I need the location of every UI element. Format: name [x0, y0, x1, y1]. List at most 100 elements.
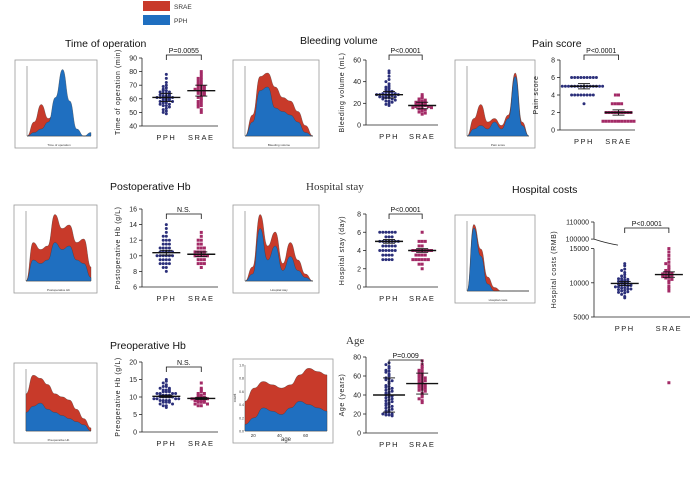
y-tick-label: 16 — [129, 207, 137, 214]
x-category-label-srae: SRAE — [409, 132, 435, 141]
data-point-srae — [420, 253, 424, 257]
data-point-srae — [417, 388, 421, 392]
density-plot-d-posthb: Postoperative Hb — [13, 204, 98, 294]
data-point-srae — [196, 258, 200, 262]
data-point-pph — [167, 390, 171, 394]
data-point-pph — [167, 246, 171, 250]
data-point-srae — [202, 258, 206, 262]
data-point-pph — [591, 76, 595, 79]
data-point-srae — [604, 119, 608, 123]
x-category-label-srae: SRAE — [409, 440, 435, 449]
data-point-pph — [384, 413, 388, 417]
data-point-srae — [196, 91, 200, 95]
x-category-label-srae: SRAE — [605, 137, 631, 146]
data-point-srae — [420, 399, 424, 403]
significance-bracket — [388, 54, 423, 60]
data-point-pph — [573, 76, 577, 79]
data-point-pph — [161, 242, 165, 246]
data-point-pph — [617, 285, 621, 289]
data-point-pph — [381, 258, 385, 262]
x-category-label-pph: PPH — [156, 294, 176, 303]
data-point-srae — [199, 242, 203, 246]
y-axis-label: Pain score — [533, 75, 540, 114]
data-point-pph — [387, 78, 391, 81]
y-tick-label: 15 — [129, 377, 137, 384]
data-point-pph — [171, 392, 175, 395]
data-point-pph — [620, 286, 624, 290]
y-tick-label: 60 — [129, 96, 137, 103]
data-point-pph — [387, 86, 391, 90]
density-x-label: Time of operation — [47, 143, 71, 147]
data-point-srae — [196, 102, 200, 106]
data-point-pph — [620, 289, 624, 293]
data-point-srae — [420, 258, 424, 262]
y-tick-label: 5000 — [573, 315, 589, 322]
y-tick-label: 14 — [129, 222, 137, 229]
data-point-srae — [670, 271, 674, 275]
data-point-pph — [576, 93, 580, 97]
y-tick-label: 8 — [551, 58, 555, 65]
data-point-pph — [567, 84, 570, 88]
data-point-pph — [378, 249, 382, 252]
data-point-srae — [202, 246, 206, 250]
y-tick-label: 2 — [357, 266, 361, 273]
x-category-label-pph: PPH — [574, 137, 594, 146]
data-point-srae — [670, 277, 674, 281]
data-point-pph — [381, 249, 385, 252]
title-costs: Hospital costs — [512, 184, 577, 196]
data-point-srae — [196, 100, 200, 104]
p-value-label: N.S. — [177, 207, 191, 214]
data-point-srae — [196, 238, 200, 242]
density-x-tick-label: 60 — [303, 433, 309, 438]
data-point-pph — [158, 93, 162, 97]
data-point-pph — [390, 389, 394, 393]
data-point-pph — [387, 253, 391, 257]
data-point-pph — [623, 271, 627, 275]
data-point-srae — [420, 109, 424, 113]
data-point-srae — [429, 106, 433, 110]
data-point-srae — [199, 110, 203, 114]
data-point-pph — [167, 90, 171, 94]
data-point-pph — [161, 238, 165, 242]
data-point-pph — [164, 230, 168, 234]
data-point-pph — [613, 285, 617, 289]
data-point-srae — [417, 385, 421, 389]
density-area-pph — [26, 69, 92, 137]
density-plot-d-pain: Pain score — [454, 59, 536, 149]
data-point-pph — [161, 101, 165, 105]
data-point-srae — [193, 87, 197, 91]
x-category-label-srae: SRAE — [188, 294, 214, 303]
data-point-srae — [613, 93, 617, 97]
data-point-srae — [667, 381, 671, 385]
data-point-srae — [202, 85, 206, 89]
data-point-srae — [667, 289, 671, 293]
density-area-pph — [25, 402, 92, 432]
scatter-plot-posthb: 6 8 10 12 14 16 Postoperative Hb (g/L) PPH SRAE N… — [115, 206, 218, 303]
data-point-srae — [423, 379, 427, 383]
data-point-pph — [384, 388, 388, 392]
data-point-srae — [199, 101, 203, 105]
title-prehb: Preoperative Hb — [110, 340, 186, 352]
density-area-pph — [244, 401, 328, 432]
data-point-srae — [626, 119, 630, 123]
significance-bracket — [388, 213, 423, 219]
significance-bracket — [388, 359, 423, 365]
data-point-pph — [617, 288, 621, 292]
title-age: Age — [346, 335, 364, 347]
data-point-srae — [417, 378, 421, 382]
y-tick-label: 12 — [129, 238, 137, 245]
data-point-srae — [193, 254, 197, 258]
data-point-pph — [384, 403, 388, 407]
data-point-srae — [193, 399, 197, 402]
data-point-pph — [384, 399, 388, 403]
data-point-pph — [164, 223, 168, 227]
data-point-pph — [617, 290, 621, 294]
data-point-pph — [390, 397, 394, 401]
data-point-srae — [196, 399, 200, 402]
data-point-pph — [164, 101, 168, 105]
data-point-pph — [164, 106, 168, 110]
data-point-srae — [199, 399, 203, 402]
y-tick-label: 50 — [129, 110, 137, 117]
y-tick-label: 70 — [129, 83, 137, 90]
data-point-pph — [167, 400, 171, 404]
